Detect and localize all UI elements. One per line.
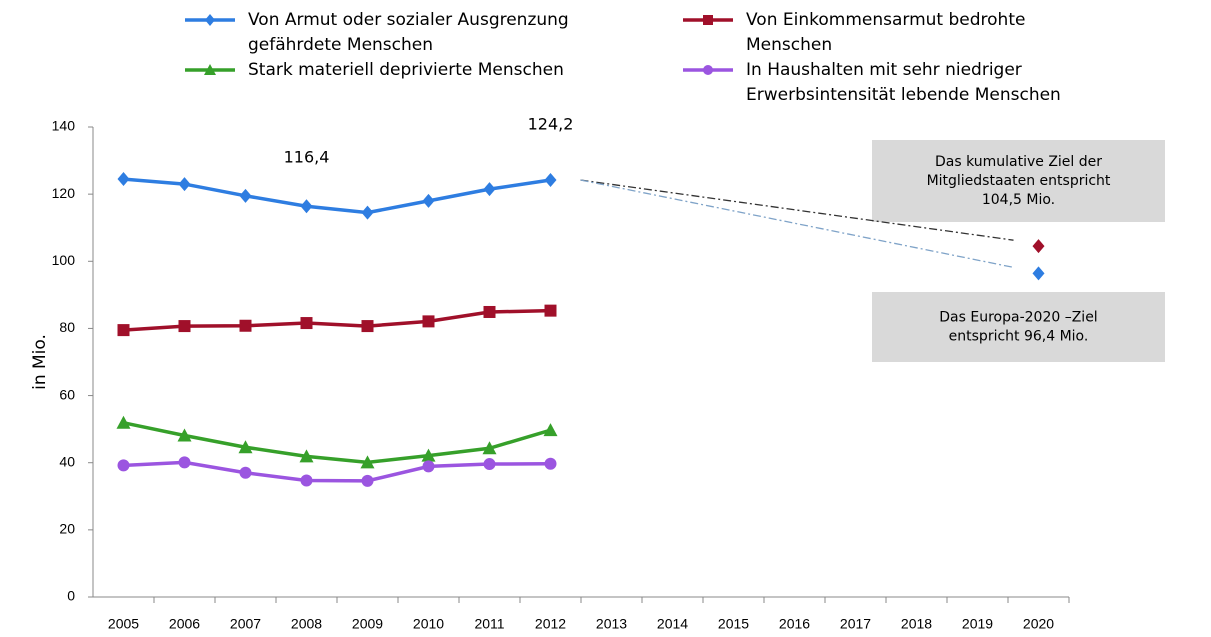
annotation-text: Mitgliedstaaten entspricht [927,173,1111,189]
marker [117,324,130,337]
marker [483,305,496,318]
marker [239,319,252,332]
marker [1032,239,1045,254]
x-tick-label: 2006 [169,616,200,632]
data-label: 124,2 [528,115,574,134]
y-tick-label: 20 [59,521,75,537]
marker [360,455,375,469]
marker [178,177,191,192]
marker [544,173,557,188]
marker [178,456,191,469]
marker [544,457,557,470]
marker [238,440,253,454]
x-tick-label: 2007 [230,616,261,632]
series-line [123,460,551,483]
marker [239,466,252,479]
marker [361,205,374,220]
trend-line [580,179,1014,241]
marker [422,193,435,208]
marker [483,182,496,197]
marker [299,449,314,463]
marker [205,14,215,26]
legend-label: Stark materiell deprivierte Menschen [248,60,564,80]
marker [483,458,496,471]
x-tick-label: 2018 [901,616,932,632]
annotation-text: 104,5 Mio. [982,192,1055,208]
marker [116,415,131,429]
y-tick-label: 140 [52,118,76,134]
series-line [123,308,551,332]
x-tick-label: 2014 [657,616,688,632]
annotation-text: Das Europa-2020 –Ziel [939,310,1097,326]
marker [703,15,713,25]
x-tick-label: 2008 [291,616,322,632]
x-tick-label: 2016 [779,616,810,632]
x-tick-label: 2015 [718,616,749,632]
x-tick-label: 2009 [352,616,383,632]
marker [300,474,313,487]
x-tick-label: 2005 [108,616,139,632]
x-tick-label: 2012 [535,616,566,632]
trend-line [580,179,1014,269]
marker [544,304,557,317]
y-tick-label: 40 [59,453,75,469]
marker [703,65,713,75]
y-tick-label: 100 [52,252,76,268]
series-line [123,421,551,465]
annotation-box [872,140,1165,222]
y-axis-label: in Mio. [30,334,50,390]
y-tick-label: 120 [52,185,76,201]
marker [177,428,192,442]
marker [543,423,558,437]
marker [422,315,435,328]
annotation-box [872,292,1165,362]
marker [204,64,216,75]
x-tick-label: 2019 [962,616,993,632]
marker [117,172,130,187]
x-tick-label: 2013 [596,616,627,632]
marker [117,459,130,472]
y-tick-label: 80 [59,319,75,335]
data-label: 116,4 [284,148,330,167]
marker [239,188,252,203]
marker [300,199,313,214]
x-tick-label: 2017 [840,616,871,632]
legend-label: Von Einkommensarmut bedrohte Menschen [746,10,1025,55]
marker [1032,266,1045,281]
legend-label: In Haushalten mit sehr niedriger Erwerbsi… [746,60,1061,105]
y-tick-label: 0 [67,588,75,604]
marker [482,441,497,455]
legend-label: Von Armut oder sozialer Ausgrenzung gefäh… [248,10,569,55]
y-tick-label: 60 [59,386,75,402]
x-tick-label: 2011 [474,616,504,632]
marker [178,320,191,333]
x-tick-label: 2020 [1023,616,1054,632]
series-line [123,177,551,215]
annotation-text: Das kumulative Ziel der [935,154,1102,170]
marker [422,460,435,473]
marker [421,448,436,462]
x-tick-label: 2010 [413,616,444,632]
marker [361,320,374,333]
marker [300,317,313,330]
annotation-text: entspricht 96,4 Mio. [949,329,1089,345]
marker [361,474,374,487]
